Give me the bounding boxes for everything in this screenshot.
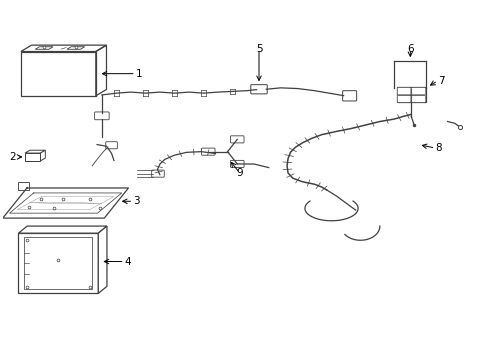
Text: 1: 1 (136, 69, 142, 79)
Text: 8: 8 (435, 143, 441, 153)
Text: 9: 9 (236, 168, 243, 178)
FancyBboxPatch shape (201, 148, 215, 155)
FancyBboxPatch shape (411, 87, 425, 95)
Text: 2: 2 (10, 152, 16, 162)
Text: 4: 4 (124, 257, 131, 266)
FancyBboxPatch shape (396, 87, 410, 95)
Text: 3: 3 (133, 196, 140, 206)
FancyBboxPatch shape (105, 142, 117, 149)
Polygon shape (41, 150, 45, 161)
Text: 6: 6 (406, 44, 413, 54)
FancyBboxPatch shape (250, 85, 266, 94)
FancyBboxPatch shape (396, 95, 410, 102)
FancyBboxPatch shape (411, 95, 425, 102)
Polygon shape (25, 150, 45, 153)
Bar (18, 182, 29, 190)
FancyBboxPatch shape (230, 136, 244, 143)
Polygon shape (67, 47, 84, 49)
Polygon shape (35, 47, 53, 49)
Text: 7: 7 (437, 76, 444, 86)
Polygon shape (98, 226, 107, 293)
FancyBboxPatch shape (95, 112, 109, 120)
Bar (24, 238, 92, 289)
Bar (25, 153, 41, 161)
Polygon shape (19, 226, 107, 233)
FancyBboxPatch shape (230, 160, 244, 167)
FancyBboxPatch shape (151, 170, 164, 177)
Bar (396, 87, 425, 102)
Text: 5: 5 (255, 44, 262, 54)
Bar (19, 233, 98, 293)
FancyBboxPatch shape (342, 91, 356, 101)
